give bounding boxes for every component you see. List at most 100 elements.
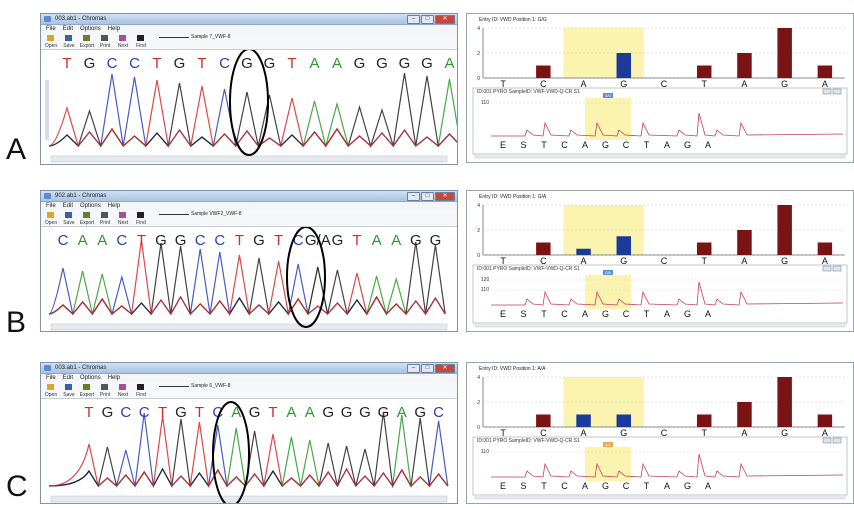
panel-close-button[interactable] — [832, 88, 842, 95]
panel-minimize-button[interactable] — [822, 265, 832, 272]
trace-panel — [472, 87, 848, 155]
menu-file[interactable]: File — [46, 26, 56, 32]
find-button[interactable]: Find — [134, 34, 147, 49]
minimize-button[interactable]: – — [407, 364, 420, 373]
trace-base-label: T — [541, 481, 547, 491]
open-button[interactable]: Open — [44, 383, 57, 398]
trace-scrollbar[interactable] — [474, 494, 846, 500]
pyro-trace-line — [491, 112, 844, 137]
menu-options[interactable]: Options — [80, 203, 101, 209]
panel-minimize-button[interactable] — [822, 88, 832, 95]
base-call: G — [414, 404, 426, 421]
find-button[interactable]: Find — [134, 383, 147, 398]
panel-minimize-button[interactable] — [822, 437, 832, 444]
printer-icon — [101, 35, 108, 41]
vertical-scrollbar[interactable] — [45, 80, 49, 140]
save-button[interactable]: Save — [62, 34, 75, 49]
base-call: A — [372, 232, 382, 249]
find-button[interactable]: Find — [134, 211, 147, 226]
base-call: T — [152, 55, 161, 72]
print-button[interactable]: Print — [98, 34, 111, 49]
trace-y-value: 110 — [481, 100, 489, 106]
menu-bar: File Edit Options Help — [41, 202, 457, 210]
menu-options[interactable]: Options — [80, 375, 101, 381]
sample-marker-line — [159, 37, 189, 38]
base-call: T — [352, 232, 361, 249]
menu-edit[interactable]: Edit — [62, 203, 74, 209]
horizontal-scrollbar[interactable] — [50, 155, 448, 163]
chromas-window-c[interactable]: 003.ab1 - Chromas – □ ✕ File Edit Option… — [40, 362, 458, 504]
bar — [817, 414, 833, 427]
panel-close-button[interactable] — [832, 437, 842, 444]
base-call: A — [231, 404, 241, 421]
base-call: T — [274, 232, 283, 249]
trace-scrollbar[interactable] — [474, 322, 846, 328]
category-label: T — [500, 79, 506, 89]
open-button[interactable]: Open — [44, 211, 57, 226]
base-call: G — [241, 55, 253, 72]
row-label-b: B — [6, 306, 27, 339]
panel-close-button[interactable] — [832, 265, 842, 272]
bar — [696, 65, 712, 78]
next-button[interactable]: Next — [116, 211, 129, 226]
sample-marker-line — [159, 214, 189, 215]
menu-help[interactable]: Help — [107, 375, 121, 381]
export-button[interactable]: Export — [80, 34, 94, 49]
trace-base-label: E — [500, 140, 506, 150]
title-bar[interactable]: 003.ab1 - Chromas – □ ✕ — [41, 14, 457, 25]
close-button[interactable]: ✕ — [435, 192, 455, 201]
bar — [576, 414, 591, 427]
trace-line-T — [48, 239, 446, 316]
save-button[interactable]: Save — [62, 211, 75, 226]
trace-base-label: G — [684, 481, 691, 491]
base-call: T — [158, 404, 167, 421]
trace-scrollbar[interactable] — [474, 153, 846, 159]
trace-line-A — [48, 266, 446, 317]
category-label: G — [781, 256, 788, 266]
close-button[interactable]: ✕ — [435, 15, 455, 24]
horizontal-scrollbar[interactable] — [50, 323, 448, 331]
entry-title-a: Entry ID: VWD Position 1: G/G — [479, 17, 547, 23]
base-call: A — [78, 232, 88, 249]
pyro-panel-a: Entry ID: VWD Position 1: G/G 4 2 0 T C A G C T A… — [466, 13, 854, 163]
menu-edit[interactable]: Edit — [62, 26, 74, 32]
export-button[interactable]: Export — [80, 211, 94, 226]
maximize-button[interactable]: □ — [421, 192, 434, 201]
maximize-button[interactable]: □ — [421, 15, 434, 24]
menu-edit[interactable]: Edit — [62, 375, 74, 381]
export-button[interactable]: Export — [80, 383, 94, 398]
print-button[interactable]: Print — [98, 383, 111, 398]
base-call: C — [116, 232, 127, 249]
menu-help[interactable]: Help — [107, 26, 121, 32]
title-bar[interactable]: 003.ab1 - Chromas – □ ✕ — [41, 363, 457, 374]
next-button[interactable]: Next — [116, 383, 129, 398]
next-button[interactable]: Next — [116, 34, 129, 49]
close-button[interactable]: ✕ — [435, 364, 455, 373]
menu-file[interactable]: File — [46, 203, 56, 209]
menu-help[interactable]: Help — [107, 203, 121, 209]
sample-name: Sample 6_VWF-8 — [191, 383, 231, 389]
toolbar: Open Save Export Print Next Find Sample … — [41, 382, 457, 399]
save-button[interactable]: Save — [62, 383, 75, 398]
variant-oval-marker — [229, 50, 269, 156]
minimize-button[interactable]: – — [407, 15, 420, 24]
horizontal-scrollbar[interactable] — [50, 495, 448, 503]
category-label: C — [540, 79, 547, 89]
next-label: Next — [117, 392, 129, 398]
trace-caption: ID:001 PYRO SampleID: VWF-VWD-Q-CR S1 — [477, 89, 580, 95]
print-button[interactable]: Print — [98, 211, 111, 226]
title-bar[interactable]: 902.ab1 - Chromas – □ ✕ — [41, 191, 457, 202]
chromas-window-b[interactable]: 902.ab1 - Chromas – □ ✕ File Edit Option… — [40, 190, 458, 332]
minimize-button[interactable]: – — [407, 192, 420, 201]
trace-base-label: T — [541, 140, 547, 150]
base-call: G — [332, 232, 344, 249]
chromas-window-a[interactable]: 003.ab1 - Chromas – □ ✕ File Edit Option… — [40, 13, 458, 165]
maximize-button[interactable]: □ — [421, 364, 434, 373]
bar — [737, 402, 752, 427]
category-label: A — [741, 428, 747, 438]
menu-options[interactable]: Options — [80, 26, 101, 32]
menu-file[interactable]: File — [46, 375, 56, 381]
open-button[interactable]: Open — [44, 34, 57, 49]
